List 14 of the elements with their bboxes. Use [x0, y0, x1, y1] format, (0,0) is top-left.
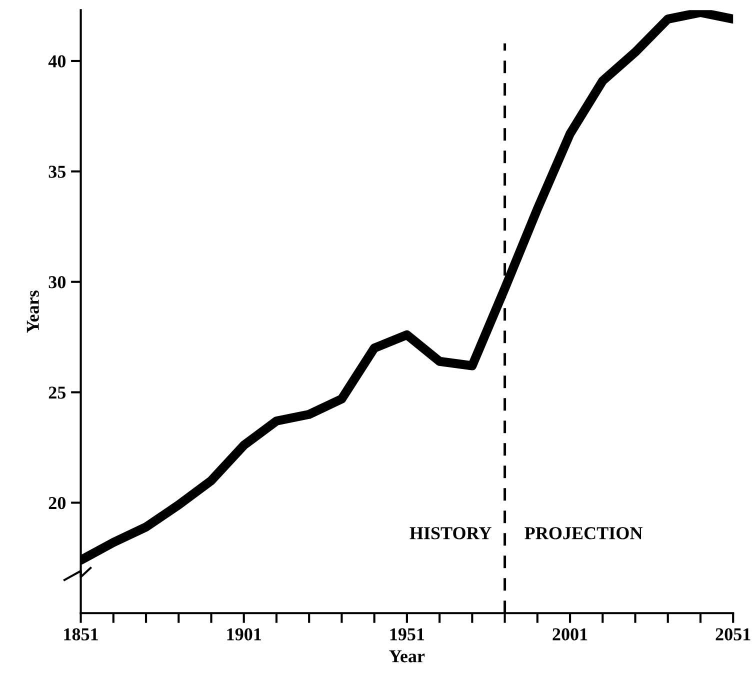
x-tick-label: 1951 — [390, 628, 424, 640]
y-tick-label: 25 — [48, 386, 66, 399]
y-tick-label: 35 — [48, 166, 66, 178]
x-axis-title: Year — [389, 650, 425, 662]
x-tick-label: 1851 — [64, 628, 98, 640]
y-tick-label: 40 — [48, 55, 66, 68]
annotation: PROJECTION — [524, 527, 642, 540]
x-tick-label: 2051 — [716, 628, 750, 640]
y-tick-label: 30 — [48, 276, 66, 288]
x-tick-label: 2001 — [552, 628, 588, 640]
y-axis-title: Years — [26, 290, 39, 333]
annotation: HISTORY — [410, 527, 492, 540]
y-tick-label: 20 — [48, 496, 66, 510]
x-tick-label: 1901 — [227, 628, 261, 640]
